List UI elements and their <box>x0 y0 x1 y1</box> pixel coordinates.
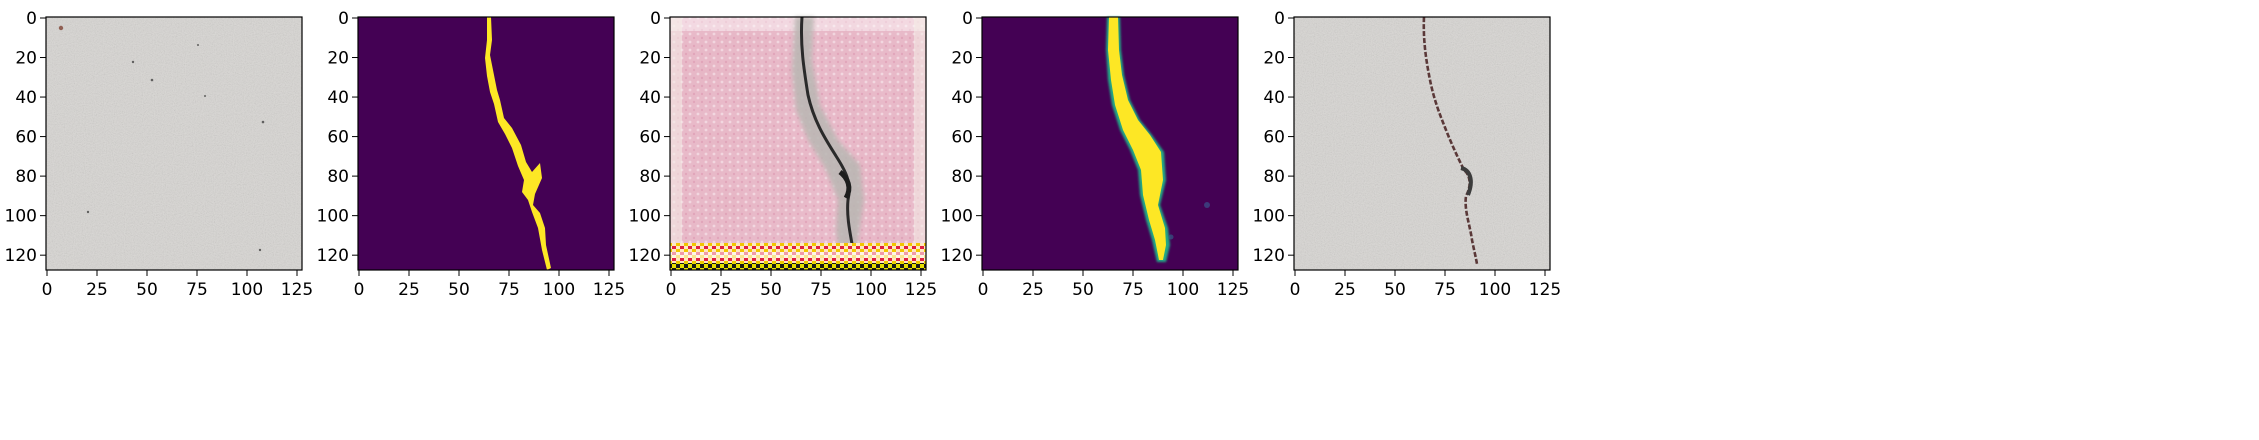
y-tick-label: 40 <box>15 88 37 108</box>
axes-overlay-photo: 0 25 50 75 100 125 0 20 40 60 80 100 120 <box>1253 9 1562 300</box>
y-tick-label: 100 <box>317 207 349 227</box>
x-tick-label: 100 <box>1167 280 1199 300</box>
x-tick-label: 0 <box>666 280 677 300</box>
y-tick-label: 80 <box>327 167 349 187</box>
overlay-crack-line <box>1422 16 1479 265</box>
y-tick-label: 60 <box>639 128 661 148</box>
x-tick-label: 0 <box>978 280 989 300</box>
x-tick-label: 25 <box>398 280 420 300</box>
panel-input-photo <box>46 17 302 270</box>
axes-input-photo: 0 25 50 75 100 125 0 20 40 60 80 100 120 <box>5 9 314 300</box>
y-tick-label: 60 <box>327 128 349 148</box>
y-tick-label: 60 <box>951 128 973 148</box>
x-tick-label: 75 <box>498 280 520 300</box>
y-tick-label: 0 <box>1274 9 1285 29</box>
x-tick-label: 75 <box>810 280 832 300</box>
y-tick-label: 60 <box>1263 128 1285 148</box>
y-tick-label: 20 <box>639 49 661 69</box>
y-tick-label: 0 <box>650 9 661 29</box>
panel-overlay-photo <box>1294 16 1550 270</box>
y-tick-label: 20 <box>15 49 37 69</box>
y-tick-label: 0 <box>26 9 37 29</box>
x-tick-label: 75 <box>1122 280 1144 300</box>
x-tick-label: 50 <box>1384 280 1406 300</box>
y-tick-label: 40 <box>639 88 661 108</box>
y-tick-label: 0 <box>338 9 349 29</box>
y-tick-label: 20 <box>327 49 349 69</box>
y-tick-label: 20 <box>1263 49 1285 69</box>
pred-crack-shape <box>1108 17 1166 260</box>
x-tick-label: 50 <box>760 280 782 300</box>
panel-predicted-mask <box>982 17 1238 270</box>
x-tick-label: 0 <box>42 280 53 300</box>
axes-predicted-mask: 0 25 50 75 100 125 0 20 40 60 80 100 120 <box>941 9 1250 300</box>
y-tick-label: 60 <box>15 128 37 148</box>
x-tick-label: 25 <box>1022 280 1044 300</box>
x-tick-label: 50 <box>136 280 158 300</box>
x-tick-label: 75 <box>1434 280 1456 300</box>
x-tick-label: 25 <box>1334 280 1356 300</box>
x-tick-label: 25 <box>86 280 108 300</box>
gt-crack-shape <box>485 17 551 270</box>
y-tick-label: 120 <box>1253 246 1285 266</box>
x-tick-label: 125 <box>281 280 313 300</box>
x-tick-label: 125 <box>905 280 937 300</box>
generated-crack-line <box>799 16 857 263</box>
x-tick-label: 50 <box>448 280 470 300</box>
y-tick-label: 40 <box>327 88 349 108</box>
x-tick-label: 100 <box>855 280 887 300</box>
x-tick-label: 0 <box>354 280 365 300</box>
x-tick-label: 25 <box>710 280 732 300</box>
x-tick-label: 125 <box>1217 280 1249 300</box>
panel-generated-image <box>670 16 926 270</box>
x-tick-label: 0 <box>1290 280 1301 300</box>
y-tick-label: 80 <box>1263 167 1285 187</box>
y-tick-label: 120 <box>5 246 37 266</box>
y-tick-label: 100 <box>5 207 37 227</box>
y-tick-label: 40 <box>1263 88 1285 108</box>
axes-frame <box>669 16 927 271</box>
y-tick-label: 40 <box>951 88 973 108</box>
y-tick-label: 100 <box>1253 207 1285 227</box>
x-tick-label: 50 <box>1072 280 1094 300</box>
axes-frame <box>1293 16 1551 271</box>
y-tick-label: 0 <box>962 9 973 29</box>
x-tick-label: 75 <box>186 280 208 300</box>
y-tick-label: 120 <box>629 246 661 266</box>
y-tick-label: 120 <box>317 246 349 266</box>
y-tick-label: 20 <box>951 49 973 69</box>
axes-frame <box>981 16 1239 271</box>
axes-generated-image: 0 25 50 75 100 125 0 20 40 60 80 100 120 <box>629 9 938 300</box>
axes-frame <box>357 16 615 271</box>
x-tick-label: 100 <box>231 280 263 300</box>
y-tick-label: 80 <box>15 167 37 187</box>
x-tick-label: 100 <box>1479 280 1511 300</box>
axes-ground-truth-mask: 0 25 50 75 100 125 0 20 40 60 80 100 120 <box>317 9 626 300</box>
x-tick-label: 100 <box>543 280 575 300</box>
x-tick-label: 125 <box>1529 280 1561 300</box>
y-tick-label: 120 <box>941 246 973 266</box>
y-tick-label: 80 <box>639 167 661 187</box>
y-tick-label: 100 <box>629 207 661 227</box>
y-tick-label: 80 <box>951 167 973 187</box>
axes-frame <box>45 16 303 271</box>
y-tick-label: 100 <box>941 207 973 227</box>
panel-ground-truth-mask <box>358 17 614 270</box>
x-tick-label: 125 <box>593 280 625 300</box>
